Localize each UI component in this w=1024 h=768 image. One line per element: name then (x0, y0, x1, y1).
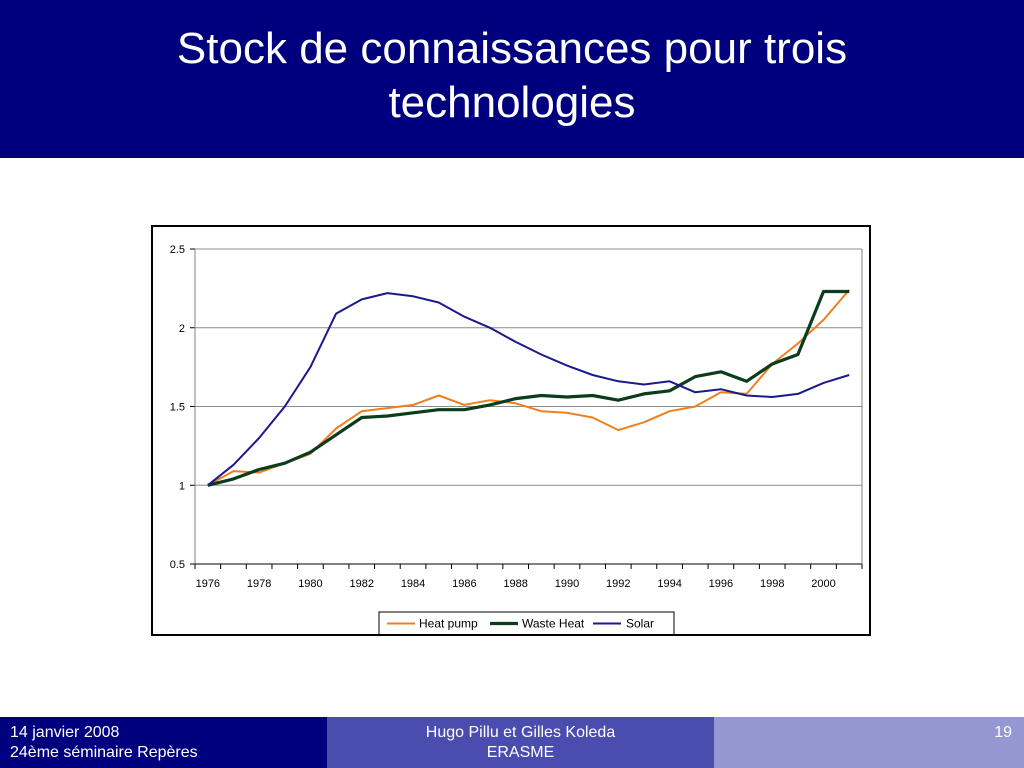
y-tick-label: 1.5 (170, 402, 185, 414)
series-line-waste-heat (207, 289, 850, 487)
x-tick-label: 1982 (350, 578, 374, 590)
x-tick-label: 1980 (298, 578, 322, 590)
footer-left: 14 janvier 2008 24ème séminaire Repères (0, 717, 327, 768)
x-tick-label: 1998 (760, 578, 784, 590)
footer-event: 24ème séminaire Repères (10, 744, 198, 761)
x-tick-label: 1990 (555, 578, 579, 590)
x-tick-label: 1988 (503, 578, 527, 590)
x-tick-label: 1986 (452, 578, 476, 590)
footer: 14 janvier 2008 24ème séminaire Repères … (0, 717, 1024, 768)
legend-label: Solar (626, 617, 654, 631)
y-tick-label: 0.5 (170, 559, 185, 571)
y-tick-label: 2.5 (170, 244, 185, 256)
series-line-solar (207, 292, 850, 487)
footer-org: ERASME (486, 744, 555, 761)
x-tick-label: 1984 (401, 578, 425, 590)
x-tick-label: 1994 (657, 578, 681, 590)
line-chart: 0.5 1 1.5 2 2.5 1976 1978 1980 1982 1984 1986 1988 1… (170, 244, 863, 634)
legend-label: Heat pump (419, 617, 478, 631)
x-tick-label: 1978 (247, 578, 271, 590)
legend-box (378, 611, 675, 634)
slide-title: Stock de connaissances pour trois techno… (176, 24, 848, 127)
footer-date: 14 janvier 2008 (10, 724, 120, 741)
x-tick-label: 1976 (196, 578, 220, 590)
y-tick-label: 1 (179, 480, 185, 492)
y-tick-label: 2 (179, 323, 185, 335)
footer-right: 19 (714, 717, 1024, 768)
x-tick-label: 1992 (606, 578, 630, 590)
legend-label: Waste Heat (522, 617, 585, 631)
title-bar: Stock de connaissances pour trois techno… (0, 0, 1024, 158)
footer-middle: Hugo Pillu et Gilles Koleda ERASME (327, 717, 714, 768)
footer-authors: Hugo Pillu et Gilles Koleda (425, 724, 616, 741)
footer-page-number: 19 (994, 724, 1012, 741)
x-tick-label: 1996 (709, 578, 733, 590)
chart-frame: 0.5 1 1.5 2 2.5 1976 1978 1980 1982 1984 1986 1988 1… (151, 225, 871, 636)
x-tick-label: 2000 (811, 578, 835, 590)
